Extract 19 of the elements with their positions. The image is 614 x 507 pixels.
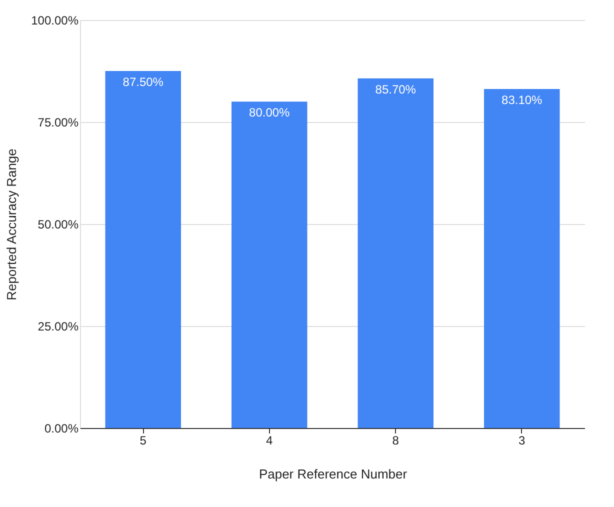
data-label: 80.00%: [249, 106, 290, 120]
x-tick-label: 3: [518, 434, 526, 448]
x-tick-label: 8: [392, 434, 400, 448]
data-label: 87.50%: [122, 75, 164, 89]
bar: [232, 102, 308, 428]
x-axis-title: Paper Reference Number: [258, 466, 408, 482]
bar: [358, 78, 434, 428]
y-tick-label: 100.00%: [31, 14, 79, 28]
x-tick-label: 5: [140, 434, 147, 448]
bar: [105, 71, 181, 428]
y-tick-label: 50.00%: [38, 218, 79, 232]
bar: [484, 88, 560, 428]
y-tick-label: 0.00%: [44, 422, 79, 436]
y-tick-label: 25.00%: [38, 320, 79, 334]
y-axis-title: Reported Accuracy Range: [4, 148, 20, 300]
data-label: 85.70%: [375, 82, 416, 96]
data-label: 83.10%: [502, 92, 543, 107]
y-tick-label: 75.00%: [38, 116, 79, 130]
x-tick-label: 4: [266, 434, 274, 448]
